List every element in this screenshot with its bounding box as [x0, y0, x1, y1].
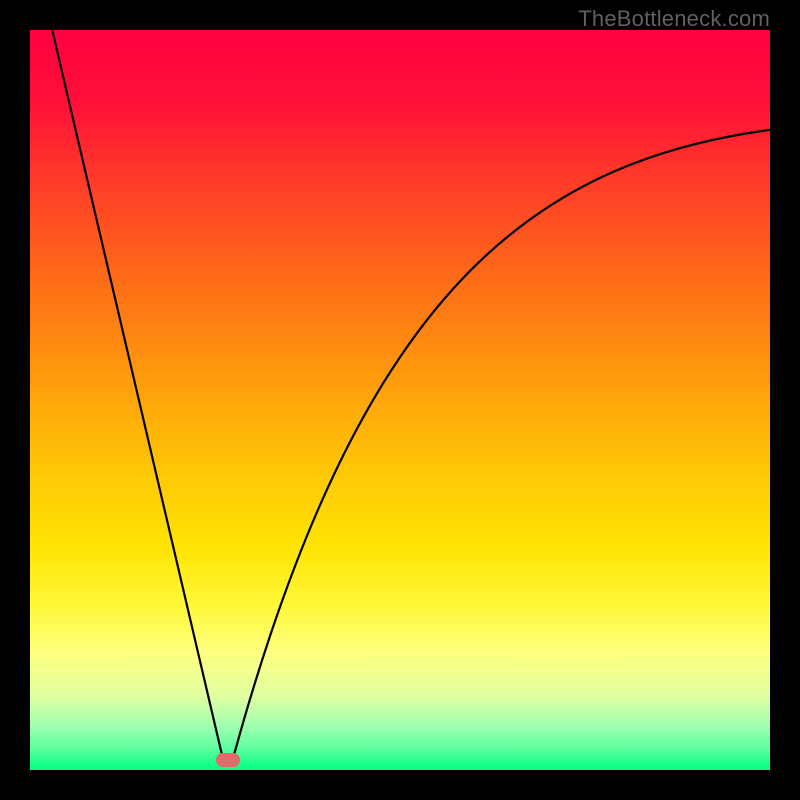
minimum-marker: [216, 753, 240, 767]
curve-layer: [30, 30, 770, 770]
plot-area: [30, 30, 770, 770]
watermark-text: TheBottleneck.com: [578, 6, 770, 32]
chart-frame: TheBottleneck.com: [0, 0, 800, 800]
bottleneck-curve: [52, 30, 770, 757]
